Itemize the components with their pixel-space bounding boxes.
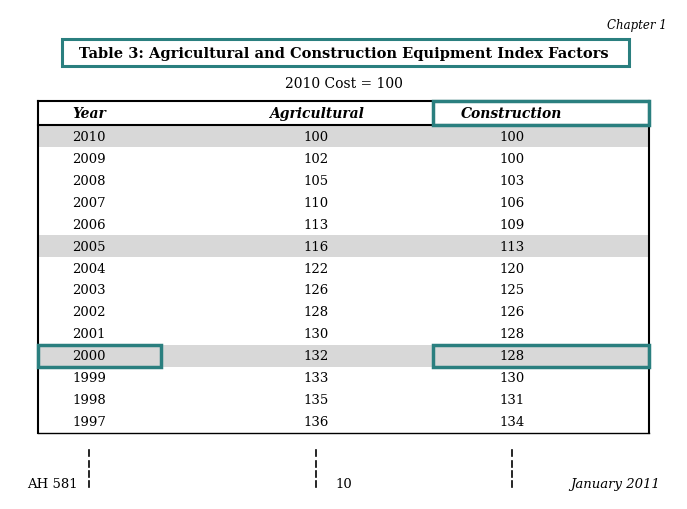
Text: 2006: 2006 (73, 218, 106, 231)
Bar (433, 102, 649, 126)
Text: 116: 116 (304, 240, 328, 253)
Text: 130: 130 (499, 372, 524, 384)
Text: 130: 130 (304, 328, 328, 341)
Text: 2008: 2008 (73, 175, 106, 187)
Text: 128: 128 (499, 328, 524, 341)
Bar (62, 40, 629, 67)
Text: 103: 103 (499, 175, 524, 187)
Text: 113: 113 (499, 240, 524, 253)
Text: 2010 Cost = 100: 2010 Cost = 100 (284, 77, 403, 91)
Text: 109: 109 (499, 218, 524, 231)
Text: 1999: 1999 (72, 372, 106, 384)
Text: 2000: 2000 (73, 350, 106, 362)
Text: 132: 132 (304, 350, 328, 362)
Text: Chapter 1: Chapter 1 (607, 19, 666, 32)
Text: 2001: 2001 (73, 328, 106, 341)
Text: 2002: 2002 (73, 306, 106, 319)
Text: 106: 106 (499, 196, 524, 209)
Text: 1998: 1998 (72, 393, 106, 406)
Bar (38, 345, 161, 367)
Text: 102: 102 (304, 153, 328, 165)
Bar (38, 345, 649, 367)
Bar (433, 345, 649, 367)
Text: 120: 120 (499, 262, 524, 275)
Text: 2004: 2004 (73, 262, 106, 275)
Text: 122: 122 (304, 262, 328, 275)
Text: 105: 105 (304, 175, 328, 187)
Text: Agricultural: Agricultural (269, 107, 363, 121)
Bar (38, 126, 649, 148)
Text: Table 3: Agricultural and Construction Equipment Index Factors: Table 3: Agricultural and Construction E… (79, 46, 608, 61)
Text: 128: 128 (499, 350, 524, 362)
Text: 100: 100 (304, 131, 328, 144)
Text: Construction: Construction (461, 107, 563, 121)
Text: 126: 126 (499, 306, 524, 319)
Text: 135: 135 (304, 393, 328, 406)
Text: 113: 113 (304, 218, 328, 231)
Text: January 2011: January 2011 (570, 477, 660, 490)
Bar (38, 236, 649, 258)
Text: 110: 110 (304, 196, 328, 209)
Text: 2003: 2003 (73, 284, 106, 297)
Text: 2005: 2005 (73, 240, 106, 253)
Text: 128: 128 (304, 306, 328, 319)
Text: 126: 126 (304, 284, 328, 297)
Text: Year: Year (72, 107, 106, 121)
Text: 100: 100 (499, 153, 524, 165)
Text: 2009: 2009 (73, 153, 106, 165)
Text: 2010: 2010 (73, 131, 106, 144)
Text: 100: 100 (499, 131, 524, 144)
Text: 131: 131 (499, 393, 524, 406)
Text: 10: 10 (335, 477, 352, 490)
Text: 133: 133 (304, 372, 328, 384)
Text: 2007: 2007 (73, 196, 106, 209)
Text: 125: 125 (499, 284, 524, 297)
Text: 134: 134 (499, 415, 524, 428)
Text: 1997: 1997 (72, 415, 106, 428)
Text: 136: 136 (304, 415, 328, 428)
Text: AH 581: AH 581 (27, 477, 78, 490)
